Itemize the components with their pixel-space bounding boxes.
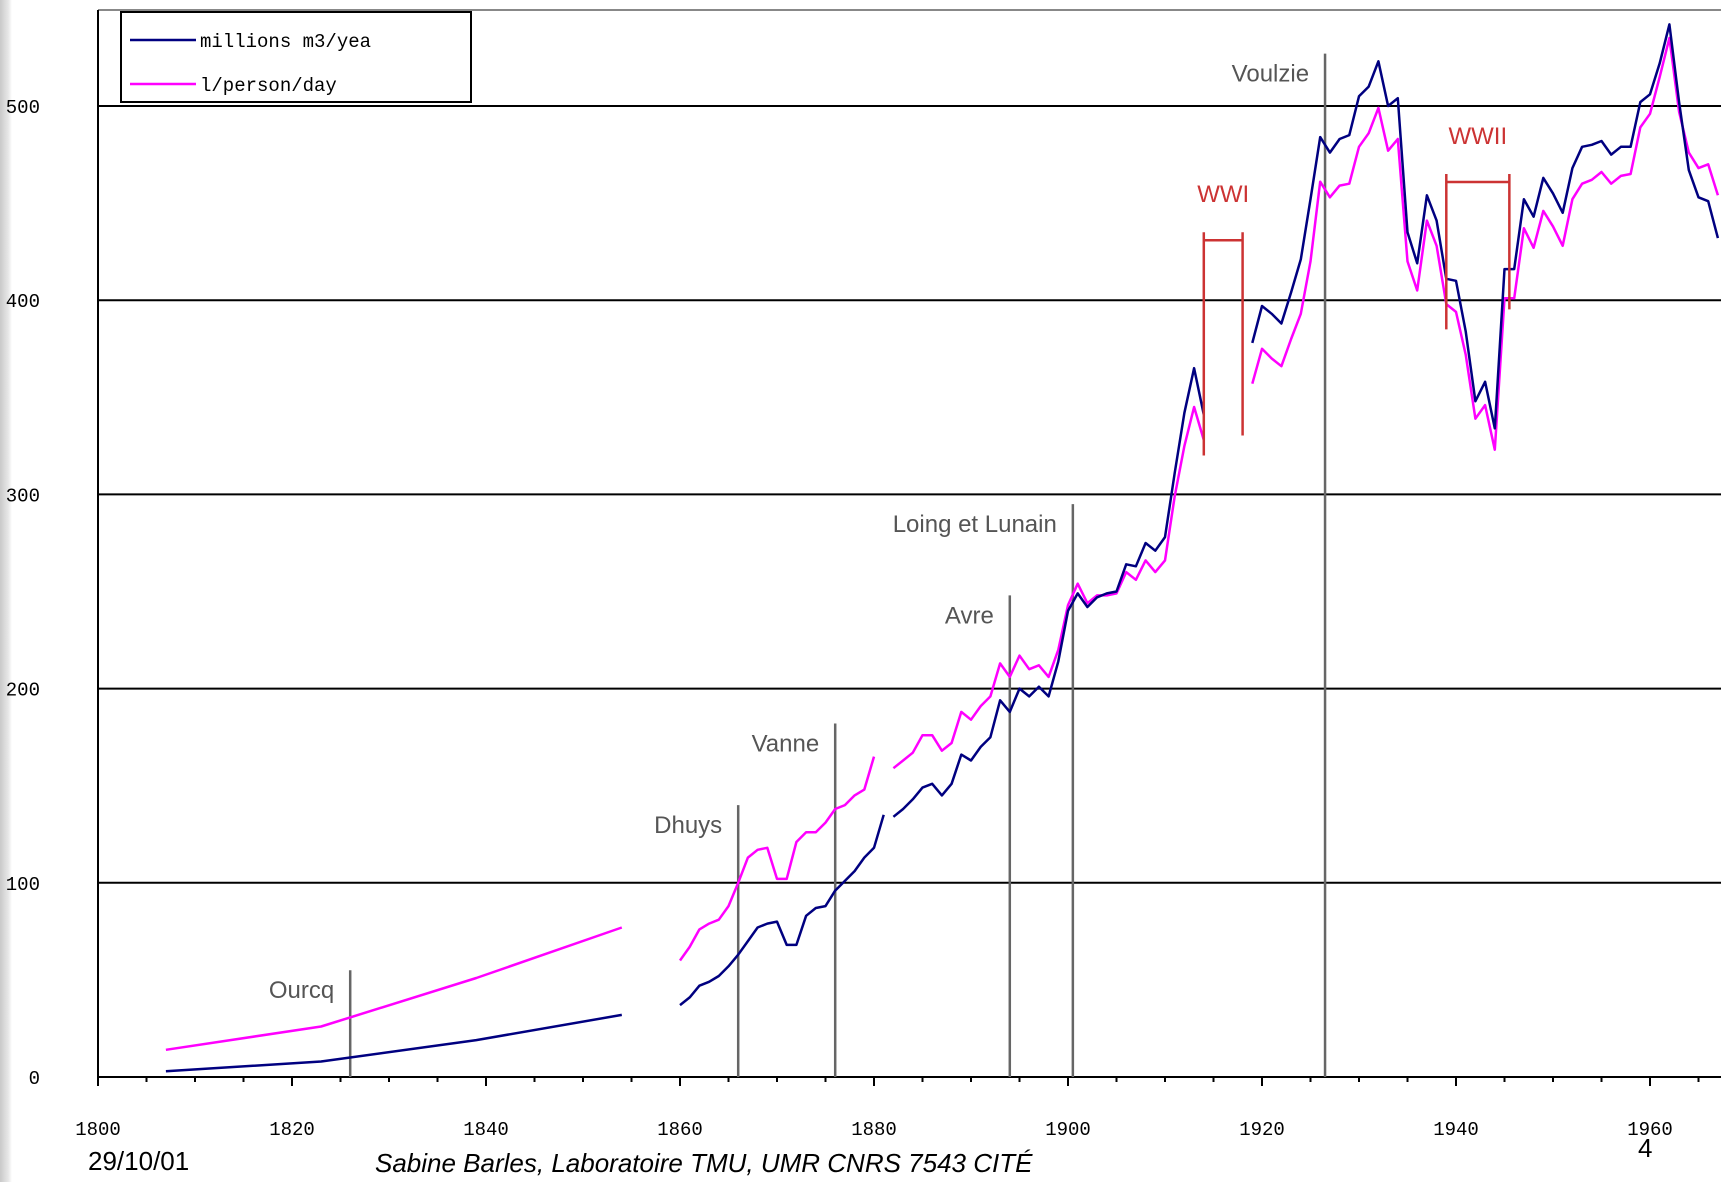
x-tick-label: 1800 [75, 1119, 121, 1141]
y-axis-labels: 0 100 200 300 400 500 [6, 97, 40, 1090]
slide-edge [0, 0, 12, 1182]
footer-date: 29/10/01 [88, 1146, 190, 1176]
x-tick-label: 1900 [1045, 1119, 1091, 1141]
series-line [1251, 36, 1720, 451]
y-tick-label: 100 [6, 874, 40, 896]
series-line [678, 756, 876, 962]
series-line [165, 1013, 623, 1073]
x-tick-label: 1840 [463, 1119, 509, 1141]
series-line [679, 814, 885, 1007]
aqueduct-annotations: Ourcq Dhuys Vanne Avre Loing et Lunain Voulzi… [269, 53, 1327, 1077]
x-axis: 1800 1820 1840 1860 1880 1900 1920 1940 1960 [75, 10, 1721, 1141]
x-tick-label: 1940 [1433, 1119, 1479, 1141]
footer-author: Sabine Barles, Laboratoire TMU, UMR CNRS… [375, 1148, 1033, 1178]
page-number: 4 [1638, 1133, 1653, 1163]
legend-label-person: l/person/day [200, 75, 337, 97]
data-series [165, 23, 1720, 1073]
y-tick-label: 400 [6, 291, 40, 313]
annotation-label: Voulzie [1232, 61, 1309, 88]
legend: millions m3/yea l/person/day [120, 11, 472, 103]
x-tick-label: 1860 [657, 1119, 703, 1141]
annotation-label: Ourcq [269, 977, 334, 1004]
series-line [892, 366, 1206, 818]
series-line [892, 405, 1205, 770]
series-line [1251, 23, 1720, 430]
y-tick-label: 0 [29, 1068, 40, 1090]
annotation-label: Vanne [752, 731, 820, 758]
annotation-label: Dhuys [654, 812, 722, 839]
series-line [165, 926, 623, 1052]
legend-label-millions: millions m3/yea [200, 31, 371, 53]
period-label: WWI [1197, 181, 1249, 208]
annotation-label: Loing et Lunain [893, 511, 1057, 538]
y-tick-label: 200 [6, 680, 40, 702]
annotation-label: Avre [945, 602, 994, 629]
x-tick-label: 1880 [851, 1119, 897, 1141]
x-tick-label: 1960 [1627, 1119, 1673, 1141]
y-tick-label: 300 [6, 485, 40, 507]
y-tick-label: 500 [6, 97, 40, 119]
x-tick-label: 1920 [1239, 1119, 1285, 1141]
x-tick-label: 1820 [269, 1119, 315, 1141]
legend-box [120, 11, 472, 103]
period-label: WWII [1449, 123, 1508, 150]
war-periods: WWI WWII [1197, 123, 1511, 456]
gridlines [98, 9, 1721, 884]
